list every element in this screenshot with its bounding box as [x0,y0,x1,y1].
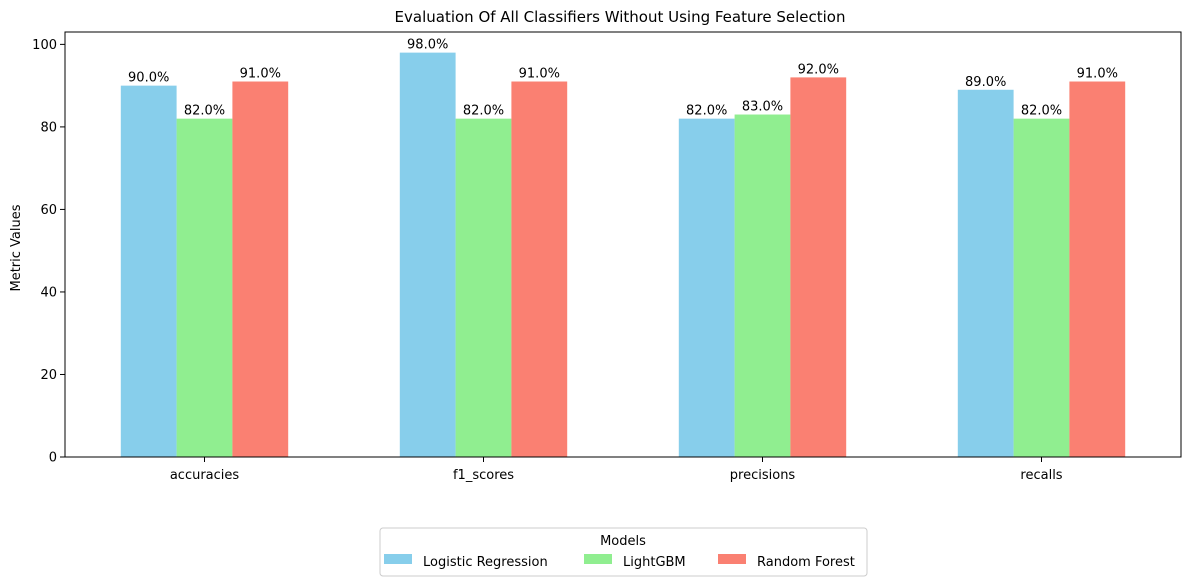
data-label: 98.0% [407,38,448,53]
data-label: 90.0% [128,71,169,86]
data-label: 91.0% [1077,67,1118,82]
plot-frame [64,31,1182,458]
legend-label: LightGBM [623,555,686,570]
data-label: 91.0% [519,67,560,82]
data-label: 82.0% [1021,104,1062,119]
data-labels-group: 90.0% 98.0% 82.0% 89.0% 82.0% 82.0% 83.0% 82.0%… [128,38,1118,119]
legend-swatch [584,554,612,564]
y-tick-label: 100 [32,38,57,53]
x-tick-label: precisions [730,468,796,483]
data-label: 92.0% [798,62,839,77]
y-tick-label: 20 [40,368,57,383]
y-tick-label: 0 [49,451,57,466]
x-tick-label: accuracies [170,468,240,483]
y-tick-label: 60 [40,203,57,218]
data-label: 82.0% [184,104,225,119]
bar-logistic-regression-precisions [678,118,735,457]
data-label: 83.0% [742,100,783,115]
bar-lightgbm-f1_scores [455,118,512,457]
bar-lightgbm-precisions [734,114,791,458]
x-axis-ticks: accuracies f1_scores precisions recalls [170,457,1063,483]
data-label: 89.0% [965,75,1006,90]
data-label: 91.0% [240,67,281,82]
bar-lightgbm-accuracies [176,118,233,457]
data-label: 82.0% [463,104,504,119]
bar-logistic-regression-recalls [957,89,1014,457]
legend-items: Logistic Regression LightGBM Random Forest [384,554,855,570]
x-tick-label: recalls [1020,468,1062,483]
bar-random-forest-precisions [790,77,847,457]
bars-group [120,52,1126,458]
legend: Models Logistic Regression LightGBM Random… [379,527,868,577]
y-axis-ticks: 0 20 40 60 80 100 [32,38,65,466]
bar-logistic-regression-accuracies [120,85,177,457]
x-tick-label: f1_scores [453,468,514,483]
legend-swatch [384,554,412,564]
data-label: 82.0% [686,104,727,119]
bar-random-forest-recalls [1069,81,1126,458]
bar-random-forest-f1_scores [511,81,568,458]
legend-title: Models [600,534,646,549]
legend-swatch [718,554,746,564]
y-axis-label: Metric Values [9,204,24,291]
y-tick-label: 40 [40,285,57,300]
legend-label: Logistic Regression [423,555,548,570]
legend-label: Random Forest [757,555,855,570]
bar-random-forest-accuracies [232,81,289,458]
y-tick-label: 80 [40,120,57,135]
bar-lightgbm-recalls [1013,118,1070,457]
chart-title: Evaluation Of All Classifiers Without Us… [395,8,846,26]
bar-logistic-regression-f1_scores [399,52,456,457]
